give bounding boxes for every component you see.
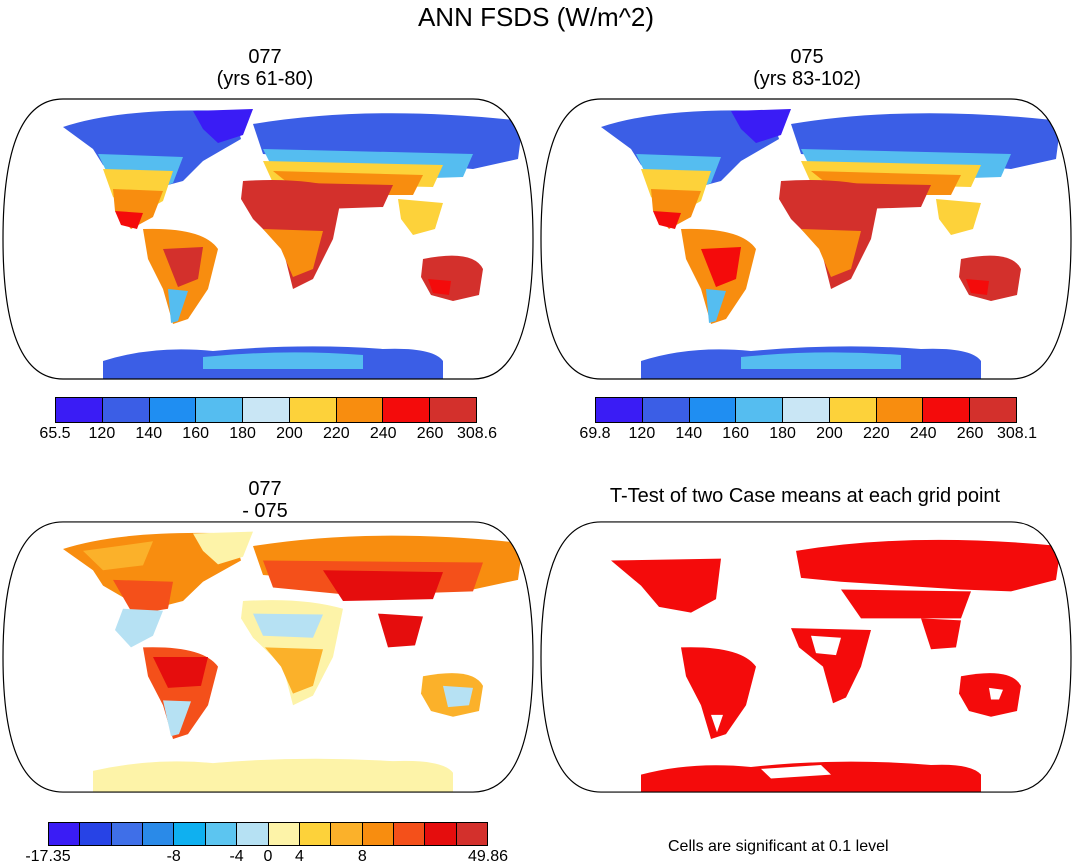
panel-title-bottom-left-line1: 077: [248, 478, 282, 500]
colorbar-tick-label: 160: [722, 425, 750, 442]
panel-title-top-right-line1: 075: [790, 46, 824, 68]
colorbar-swatch: [362, 823, 394, 845]
colorbar-tick-label: 140: [675, 425, 703, 442]
colorbar-top-right-swatches: [595, 397, 1017, 423]
panel-title-top-left-line2: (yrs 61-80): [216, 68, 314, 90]
colorbar-swatch: [111, 823, 144, 845]
colorbar-swatch: [102, 398, 150, 422]
colorbar-tick-label: 120: [628, 425, 656, 442]
panel-title-top-right: 075 (yrs 83-102): [707, 46, 907, 90]
colorbar-tick-label: -17.35: [25, 848, 71, 865]
antarctica-region: [641, 761, 981, 793]
north-america-region: [611, 558, 721, 613]
colorbar-swatch: [299, 823, 332, 845]
panel-title-bottom-right: T-Test of two Case means at each grid po…: [609, 485, 1001, 507]
colorbar-tick-label: 49.86: [467, 848, 509, 865]
colorbar-tick-label: 240: [909, 425, 937, 442]
north-america-region: [601, 110, 779, 189]
colorbar-swatch: [596, 398, 643, 422]
south-america-region: [681, 647, 756, 739]
colorbar-tick-label: 240: [369, 425, 397, 442]
map-top-right: [540, 98, 1072, 380]
map-bottom-right: [540, 521, 1072, 793]
colorbar-swatch: [205, 823, 238, 845]
colorbar-swatch: [430, 398, 477, 422]
panel-title-top-right-line2: (yrs 83-102): [753, 68, 861, 90]
colorbar-bottom-left: -17.35 -8 -4 0 4 8 49.86: [25, 822, 508, 866]
colorbar-swatch: [456, 823, 488, 845]
colorbar-tick-label: 200: [816, 425, 843, 442]
colorbar-swatch: [56, 398, 103, 422]
colorbar-tick-label: 260: [956, 425, 984, 442]
colorbar-tick-label: 65.5: [39, 425, 71, 442]
colorbar-tick-label: 308.6: [456, 425, 498, 442]
colorbar-swatch: [268, 823, 300, 845]
eurasia-region: [796, 539, 1061, 592]
colorbar-tick-label: 69.8: [579, 425, 611, 442]
colorbar-top-left: 65.5 120 140 160 180 200 220 240 260 308.6: [39, 397, 497, 445]
colorbar-tick-label: 180: [769, 425, 796, 442]
colorbar-swatch: [289, 398, 337, 422]
africa-region: [791, 628, 871, 704]
colorbar-swatch: [642, 398, 690, 422]
antarctica-region: [93, 758, 453, 793]
colorbar-swatch: [736, 398, 784, 422]
colorbar-tick-label: 140: [135, 425, 163, 442]
colorbar-tick-label: 120: [88, 425, 116, 442]
colorbar-swatch: [829, 398, 877, 422]
colorbar-swatch: [331, 823, 363, 845]
figure-title: ANN FSDS (W/m^2): [417, 2, 655, 32]
colorbar-swatch: [174, 823, 206, 845]
panel-title-bottom-left-line2: - 075: [242, 500, 288, 522]
colorbar-top-right: 69.8 120 140 160 180 200 220 240 260 308.1: [579, 397, 1037, 445]
map-top-left: [2, 98, 534, 380]
north-america-region: [63, 110, 241, 189]
colorbar-tick-label: 8: [357, 848, 367, 865]
significance-footnote: Cells are significant at 0.1 level: [668, 838, 889, 855]
colorbar-swatch: [243, 398, 290, 422]
colorbar-tick-label: 0: [263, 848, 273, 865]
colorbar-tick-label: 260: [416, 425, 444, 442]
colorbar-bottom-left-swatches: [48, 822, 488, 846]
colorbar-swatch: [783, 398, 830, 422]
colorbar-swatch: [876, 398, 924, 422]
colorbar-swatch: [689, 398, 737, 422]
colorbar-swatch: [149, 398, 197, 422]
colorbar-tick-label: 180: [229, 425, 256, 442]
colorbar-swatch: [383, 398, 431, 422]
colorbar-swatch: [196, 398, 244, 422]
panel-title-top-left: 077 (yrs 61-80): [165, 46, 365, 90]
colorbar-tick-label: 160: [182, 425, 210, 442]
colorbar-tick-label: 220: [322, 425, 350, 442]
colorbar-tick-label: -4: [229, 848, 244, 865]
colorbar-swatch: [49, 823, 81, 845]
colorbar-tick-label: -8: [166, 848, 181, 865]
colorbar-tick-label: 4: [294, 848, 304, 865]
map-bottom-left: [2, 521, 534, 793]
colorbar-swatch: [393, 823, 426, 845]
colorbar-swatch: [336, 398, 384, 422]
colorbar-swatch: [80, 823, 112, 845]
australia-region: [959, 673, 1021, 717]
colorbar-tick-label: 308.1: [996, 425, 1038, 442]
colorbar-tick-label: 220: [862, 425, 890, 442]
colorbar-swatch: [425, 823, 457, 845]
colorbar-swatch: [970, 398, 1017, 422]
panel-title-top-left-line1: 077: [248, 46, 282, 68]
colorbar-top-left-swatches: [55, 397, 477, 423]
colorbar-swatch: [923, 398, 971, 422]
colorbar-swatch: [237, 823, 269, 845]
colorbar-tick-label: 200: [276, 425, 303, 442]
colorbar-swatch: [143, 823, 175, 845]
panel-title-bottom-left: 077 - 075: [165, 478, 365, 522]
